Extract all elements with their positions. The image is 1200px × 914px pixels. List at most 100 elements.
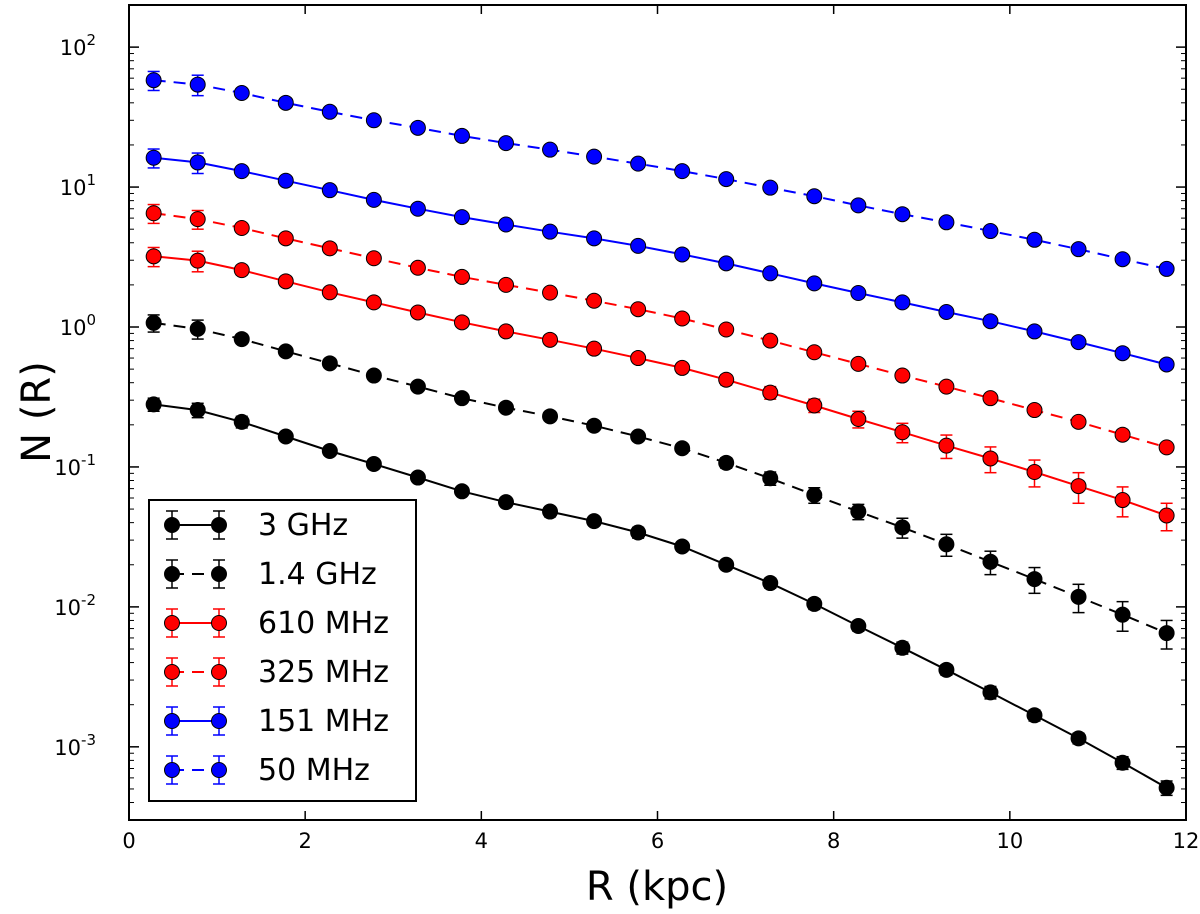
data-point — [497, 135, 514, 152]
legend-marker — [164, 664, 180, 680]
data-point — [982, 684, 999, 701]
data-point — [1070, 413, 1087, 430]
legend-marker — [211, 615, 227, 631]
data-point — [189, 252, 206, 269]
legend-marker — [211, 713, 227, 729]
data-point — [806, 487, 823, 504]
y-tick-label: 10-2 — [54, 591, 96, 620]
legend-marker — [164, 517, 180, 533]
data-point — [542, 408, 559, 425]
legend-label: 151 MHz — [258, 704, 389, 739]
data-point — [365, 294, 382, 311]
data-point — [1026, 464, 1043, 481]
x-tick-label: 2 — [298, 829, 311, 853]
data-point — [189, 320, 206, 337]
data-point — [497, 399, 514, 416]
data-point — [762, 470, 779, 487]
data-point — [894, 206, 911, 223]
legend-marker — [211, 762, 227, 778]
data-point — [586, 340, 603, 357]
data-point — [365, 367, 382, 384]
plot-series — [145, 70, 1175, 797]
data-point — [321, 182, 338, 199]
legend-entry: 610 MHz — [164, 606, 389, 641]
data-point — [938, 214, 955, 231]
data-point — [586, 417, 603, 434]
data-point — [938, 304, 955, 321]
data-point — [630, 350, 647, 367]
data-point — [674, 310, 691, 327]
data-point — [938, 378, 955, 395]
x-tick-label: 4 — [475, 829, 488, 853]
data-point — [894, 294, 911, 311]
data-point — [145, 72, 162, 89]
data-point — [1114, 606, 1131, 623]
data-point — [321, 443, 338, 460]
data-point — [630, 524, 647, 541]
series-3-ghz — [145, 396, 1175, 797]
data-point — [277, 230, 294, 247]
data-point — [233, 219, 250, 236]
data-point — [1114, 492, 1131, 509]
x-axis-title: R (kpc) — [586, 864, 728, 910]
data-point — [497, 323, 514, 340]
data-point — [586, 148, 603, 165]
data-point — [1158, 625, 1175, 642]
data-point — [453, 483, 470, 500]
data-point — [762, 332, 779, 349]
data-point — [189, 154, 206, 171]
x-tick-label: 8 — [827, 829, 840, 853]
data-point — [321, 284, 338, 301]
data-point — [894, 424, 911, 441]
data-point — [145, 149, 162, 166]
data-point — [718, 321, 735, 338]
data-point — [542, 223, 559, 240]
legend-label: 50 MHz — [258, 753, 370, 788]
legend-label: 325 MHz — [258, 655, 389, 690]
data-point — [542, 503, 559, 520]
data-point — [409, 259, 426, 276]
data-point — [674, 538, 691, 555]
data-point — [233, 262, 250, 279]
data-point — [1026, 323, 1043, 340]
data-point — [1070, 730, 1087, 747]
data-point — [982, 553, 999, 570]
data-point — [233, 163, 250, 180]
legend-entry: 151 MHz — [164, 704, 389, 739]
data-point — [982, 223, 999, 240]
series-50-mhz — [145, 70, 1175, 277]
x-tick-label: 12 — [1173, 829, 1200, 853]
x-tick-label: 6 — [651, 829, 664, 853]
data-point — [145, 396, 162, 413]
data-point — [938, 437, 955, 454]
data-point — [1026, 231, 1043, 248]
legend-marker — [211, 566, 227, 582]
legend-label: 1.4 GHz — [258, 557, 377, 592]
data-point — [453, 390, 470, 407]
data-point — [806, 275, 823, 292]
data-point — [850, 503, 867, 520]
legend-marker — [211, 664, 227, 680]
data-point — [1158, 779, 1175, 796]
data-point — [409, 200, 426, 217]
data-point — [1114, 754, 1131, 771]
data-point — [365, 455, 382, 472]
data-point — [850, 355, 867, 372]
data-point — [850, 197, 867, 214]
data-point — [718, 371, 735, 388]
data-point — [145, 248, 162, 265]
data-point — [982, 450, 999, 467]
data-point — [718, 454, 735, 471]
data-point — [586, 292, 603, 309]
series-325-mhz — [145, 203, 1175, 456]
data-point — [894, 367, 911, 384]
data-point — [674, 163, 691, 180]
y-tick-label: 102 — [60, 31, 96, 60]
data-point — [1070, 334, 1087, 351]
data-point — [1114, 345, 1131, 362]
data-point — [894, 519, 911, 536]
data-point — [850, 618, 867, 635]
data-point — [189, 402, 206, 419]
data-point — [233, 85, 250, 102]
legend-label: 610 MHz — [258, 606, 389, 641]
